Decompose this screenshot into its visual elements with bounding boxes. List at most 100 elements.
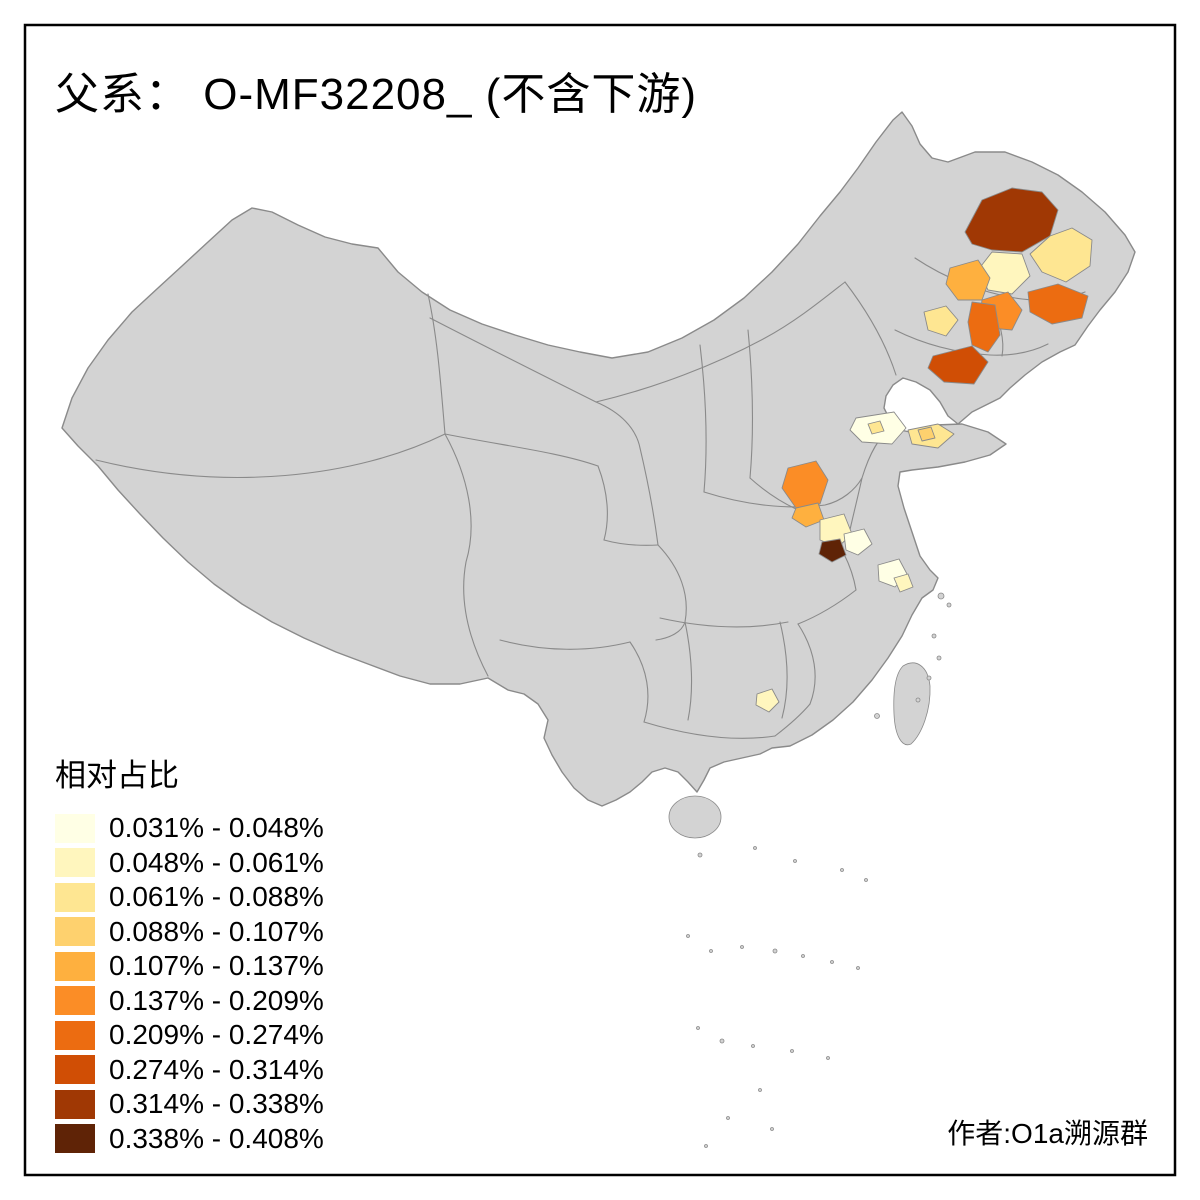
legend-label: 0.209% - 0.274%: [109, 1019, 324, 1051]
province-border: [747, 329, 754, 479]
province-border: [597, 465, 608, 541]
legend-swatch: [55, 951, 95, 981]
island-dot: [946, 602, 952, 608]
legend-swatch: [55, 1089, 95, 1119]
region-shanghai-pale: [893, 573, 914, 593]
island-dot: [753, 846, 757, 850]
province-border: [774, 703, 811, 737]
legend-label: 0.031% - 0.048%: [109, 812, 324, 844]
island-dot: [830, 960, 834, 964]
island-dot: [697, 852, 703, 858]
island-dot: [936, 655, 942, 661]
region-northeast-cream-east: [1029, 227, 1093, 283]
island-dot: [864, 878, 868, 882]
island-dot: [840, 868, 844, 872]
legend-row: 0.048% - 0.061%: [55, 846, 324, 881]
region-anhui-darkest: [818, 538, 847, 563]
legend-label: 0.338% - 0.408%: [109, 1122, 324, 1154]
islands: [668, 592, 952, 1148]
legend-swatch: [55, 917, 95, 947]
province-border: [643, 721, 776, 739]
legend-row: 0.338% - 0.408%: [55, 1122, 324, 1157]
island-dot: [790, 1049, 794, 1053]
island-dot: [826, 1056, 830, 1060]
region-liaoning-orange-strip: [967, 301, 1001, 353]
legend-row: 0.137% - 0.209%: [55, 984, 324, 1019]
region-yanbian-orange: [1027, 283, 1089, 325]
province-border: [639, 447, 659, 546]
island-dot: [709, 949, 713, 953]
province-border: [595, 281, 846, 403]
map-title: 父系： O-MF32208_ (不含下游): [55, 70, 697, 119]
province-border: [444, 433, 489, 677]
province-border: [797, 623, 816, 705]
legend-swatch: [55, 848, 95, 878]
province-border: [894, 329, 1049, 356]
province-border: [95, 433, 446, 478]
region-hebei-pale-yellow: [923, 305, 959, 337]
legend-swatch: [55, 1055, 95, 1085]
island-dot: [696, 1026, 700, 1030]
colored-regions: [755, 187, 1093, 713]
legend-swatch: [55, 986, 95, 1016]
province-border: [684, 621, 693, 721]
legend-row: 0.314% - 0.338%: [55, 1087, 324, 1122]
province-border: [603, 539, 659, 546]
island-dot: [856, 966, 860, 970]
province-border: [427, 293, 446, 435]
legend: 相对占比 0.031% - 0.048% 0.048% - 0.061% 0.0…: [55, 750, 324, 1156]
legend-label: 0.061% - 0.088%: [109, 881, 324, 913]
legend-row: 0.209% - 0.274%: [55, 1018, 324, 1053]
region-anhui-cream: [843, 528, 873, 556]
legend-label: 0.137% - 0.209%: [109, 984, 324, 1016]
island-dot: [874, 713, 880, 719]
legend-label: 0.088% - 0.107%: [109, 915, 324, 947]
province-border: [444, 433, 599, 467]
island-dot: [751, 1044, 755, 1048]
island-dot: [915, 697, 921, 703]
province-border: [629, 641, 649, 723]
province-border: [659, 617, 789, 628]
province-border: [844, 281, 897, 376]
island-dot: [793, 859, 797, 863]
legend-swatch: [55, 1020, 95, 1050]
legend-swatch: [55, 1124, 95, 1154]
island-dot: [772, 948, 778, 954]
legend-row: 0.031% - 0.048%: [55, 811, 324, 846]
island-dot: [704, 1144, 708, 1148]
legend-title: 相对占比: [55, 758, 179, 793]
attribution: 作者:O1a溯源群: [947, 1118, 1148, 1149]
island-dot: [937, 592, 945, 600]
island-dot: [740, 945, 744, 949]
legend-row: 0.061% - 0.088%: [55, 880, 324, 915]
taiwan-island: [893, 662, 931, 746]
region-anhui-light-orange: [791, 502, 825, 528]
province-border: [699, 344, 707, 493]
legend-row: 0.107% - 0.137%: [55, 949, 324, 984]
region-anhui-orange: [781, 460, 829, 509]
legend-row: 0.088% - 0.107%: [55, 915, 324, 950]
province-border: [499, 639, 631, 650]
legend-label: 0.274% - 0.314%: [109, 1053, 324, 1085]
hainan-island: [668, 795, 722, 839]
province-border: [779, 621, 788, 719]
province-border: [797, 589, 857, 625]
legend-swatch: [55, 882, 95, 912]
region-northeast-dark: [964, 187, 1059, 253]
legend-swatch: [55, 813, 95, 843]
province-border: [429, 317, 641, 449]
legend-label: 0.048% - 0.061%: [109, 846, 324, 878]
legend-row: 0.274% - 0.314%: [55, 1053, 324, 1088]
region-guangdong-pale: [755, 688, 780, 713]
island-dot: [726, 1116, 730, 1120]
island-dot: [686, 934, 690, 938]
figure-border: [23, 23, 1177, 1177]
island-dot: [926, 675, 932, 681]
region-shandong-yellow-orange: [917, 426, 936, 442]
legend-label: 0.314% - 0.338%: [109, 1088, 324, 1120]
region-liaoning-dark-orange: [927, 345, 989, 385]
island-dot: [801, 954, 805, 958]
island-dot: [770, 1127, 774, 1131]
